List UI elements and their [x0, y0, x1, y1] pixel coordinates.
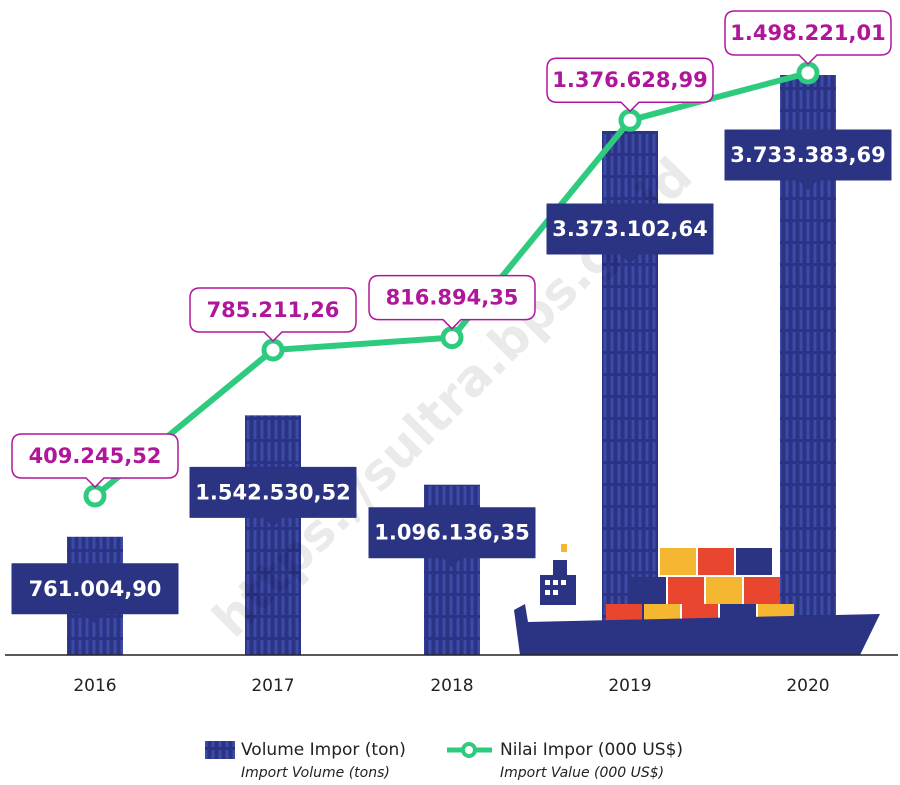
data-label: 1.376.628,99 — [552, 68, 707, 92]
data-label: 1.498.221,01 — [730, 21, 885, 45]
line-point — [264, 341, 282, 359]
legend-swatch — [205, 741, 235, 759]
legend: Volume Impor (ton) Import Volume (tons) … — [205, 740, 683, 781]
legend-label: Volume Impor (ton) — [241, 740, 406, 760]
legend-sublabel: Import Value (000 US$) — [500, 765, 664, 781]
data-label: 1.096.136,35 — [374, 521, 529, 545]
legend-sublabel: Import Volume (tons) — [241, 765, 390, 781]
data-label: 761.004,90 — [29, 577, 162, 601]
data-label: 785.211,26 — [207, 298, 340, 322]
legend-label: Nilai Impor (000 US$) — [500, 740, 683, 760]
legend-swatch — [463, 744, 475, 756]
data-label: 816.894,35 — [386, 286, 519, 310]
data-label: 3.733.383,69 — [730, 143, 885, 167]
x-tick-label: 2017 — [251, 676, 294, 696]
line-point — [621, 111, 639, 129]
data-label: 409.245,52 — [29, 444, 162, 468]
line-point — [443, 329, 461, 347]
line-point — [86, 487, 104, 505]
data-label: 1.542.530,52 — [195, 480, 350, 504]
x-tick-label: 2020 — [786, 676, 829, 696]
labels: 761.004,90 1.542.530,52 1.096.136,35 3.373.… — [12, 11, 891, 623]
data-label: 3.373.102,64 — [552, 217, 707, 241]
x-tick-label: 2018 — [430, 676, 473, 696]
chart: https://sultra.bps.go.id 761.004,901.542… — [0, 0, 900, 785]
x-tick-label: 2019 — [608, 676, 651, 696]
x-tick-label: 2016 — [73, 676, 116, 696]
line-point — [799, 64, 817, 82]
